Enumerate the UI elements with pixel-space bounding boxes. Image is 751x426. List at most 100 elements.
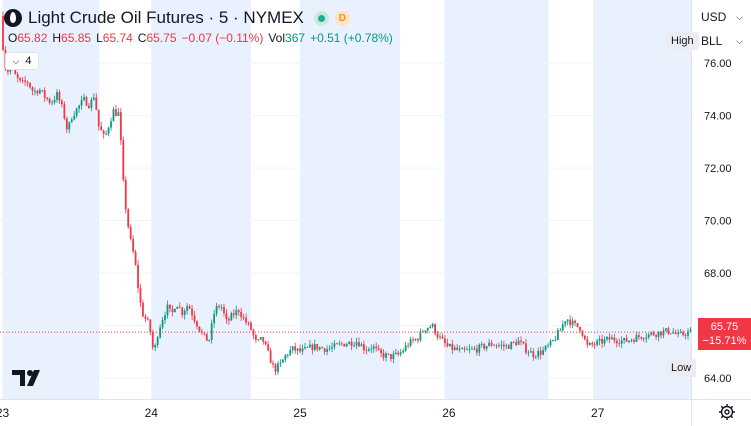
candle-body <box>235 310 238 316</box>
candle-body <box>78 105 81 109</box>
candle-body <box>502 344 505 347</box>
candle-body <box>328 348 331 350</box>
candle-body <box>436 333 439 338</box>
candle-body <box>583 335 586 340</box>
candle-body <box>48 98 51 103</box>
candle-body <box>137 264 139 289</box>
candle-body <box>414 339 417 341</box>
candle-body <box>559 330 562 332</box>
candle-body <box>146 318 149 320</box>
candle-body <box>598 339 601 341</box>
candle-body <box>181 307 184 315</box>
candle-body <box>461 348 464 350</box>
candle-body <box>520 340 522 342</box>
candle-body <box>394 352 397 354</box>
candle-body <box>34 90 36 92</box>
symbol-title[interactable]: Light Crude Oil Futures · 5 · NYMEX <box>28 8 304 27</box>
x-tick-label: 24 <box>145 406 159 420</box>
candle-body <box>456 347 459 350</box>
volume-value: 367 <box>285 31 306 45</box>
candle-body <box>677 332 680 334</box>
session-shade <box>444 0 549 399</box>
candle-body <box>444 338 446 344</box>
candle-body <box>471 348 473 350</box>
candle-body <box>348 341 351 345</box>
candle-body <box>254 335 257 340</box>
candle-body <box>645 337 648 339</box>
low-value: 65.74 <box>102 31 133 45</box>
candle-body <box>291 346 294 350</box>
candle-body <box>495 345 498 347</box>
high-value: 65.85 <box>61 31 92 45</box>
candle-body <box>127 209 130 227</box>
candle-body <box>53 99 56 103</box>
symbol-legend[interactable]: Light Crude Oil Futures · 5 · NYMEX D <box>4 6 350 30</box>
candle-body <box>281 359 284 363</box>
candle-body <box>294 346 297 351</box>
y-tick-label: 64.00 <box>704 373 732 385</box>
candle-body <box>385 353 387 358</box>
candle-body <box>353 345 355 347</box>
candle-body <box>134 251 137 265</box>
candle-body <box>73 115 76 120</box>
candle-body <box>92 97 95 100</box>
candle-body <box>387 353 390 355</box>
indicators-toggle-button[interactable]: ⌵ 4 <box>5 52 39 70</box>
last-price-change: −15.71% <box>702 335 747 347</box>
x-tick-label: 25 <box>293 406 307 420</box>
currency-selector[interactable]: USD ⌵ <box>697 6 747 28</box>
candle-body <box>171 308 174 313</box>
candle-body <box>363 344 365 351</box>
candle-body <box>286 354 289 356</box>
candle-body <box>424 330 427 332</box>
candle-body <box>269 350 272 364</box>
candle-body <box>473 348 476 350</box>
candle-body <box>468 348 471 350</box>
candle-body <box>75 108 78 116</box>
x-tick-label: 26 <box>442 406 456 420</box>
candle-body <box>262 336 265 342</box>
candle-body <box>142 302 144 317</box>
candle-body <box>630 340 633 341</box>
candle-body <box>318 347 321 350</box>
candle-body <box>549 340 552 346</box>
candle-body <box>311 344 314 350</box>
candle-body <box>613 337 616 341</box>
candle-body <box>682 332 684 336</box>
candle-body <box>284 355 287 360</box>
candle-body <box>603 339 606 344</box>
candle-body <box>542 350 545 355</box>
gear-icon[interactable] <box>718 403 736 421</box>
candle-body <box>159 327 162 338</box>
unit-selector[interactable]: BLL ⌵ <box>697 30 747 52</box>
candle-body <box>458 348 461 350</box>
candle-body <box>579 326 581 331</box>
candle-body <box>488 342 491 347</box>
candle-body <box>674 332 677 334</box>
candle-body <box>684 335 687 336</box>
volume-label: Vol <box>268 31 286 45</box>
candle-body <box>46 97 49 99</box>
candle-body <box>547 345 549 346</box>
candle-body <box>242 317 245 318</box>
candle-body <box>510 341 513 349</box>
candle-body <box>230 313 233 321</box>
candle-body <box>203 332 206 334</box>
candle-body <box>100 126 103 131</box>
candle-body <box>601 339 603 344</box>
candle-body <box>176 306 179 310</box>
candle-body <box>2 15 4 50</box>
currency-label: USD <box>701 10 727 24</box>
candle-body <box>139 288 142 303</box>
candle-body <box>358 342 360 347</box>
candle-body <box>687 331 689 336</box>
candle-body <box>608 337 611 340</box>
candle-body <box>154 345 157 348</box>
candle-body <box>257 339 260 341</box>
tradingview-logo[interactable] <box>12 370 46 386</box>
candle-body <box>566 319 569 322</box>
candle-body <box>331 346 333 349</box>
last-price-tag: 65.75 −15.71% <box>698 318 751 350</box>
